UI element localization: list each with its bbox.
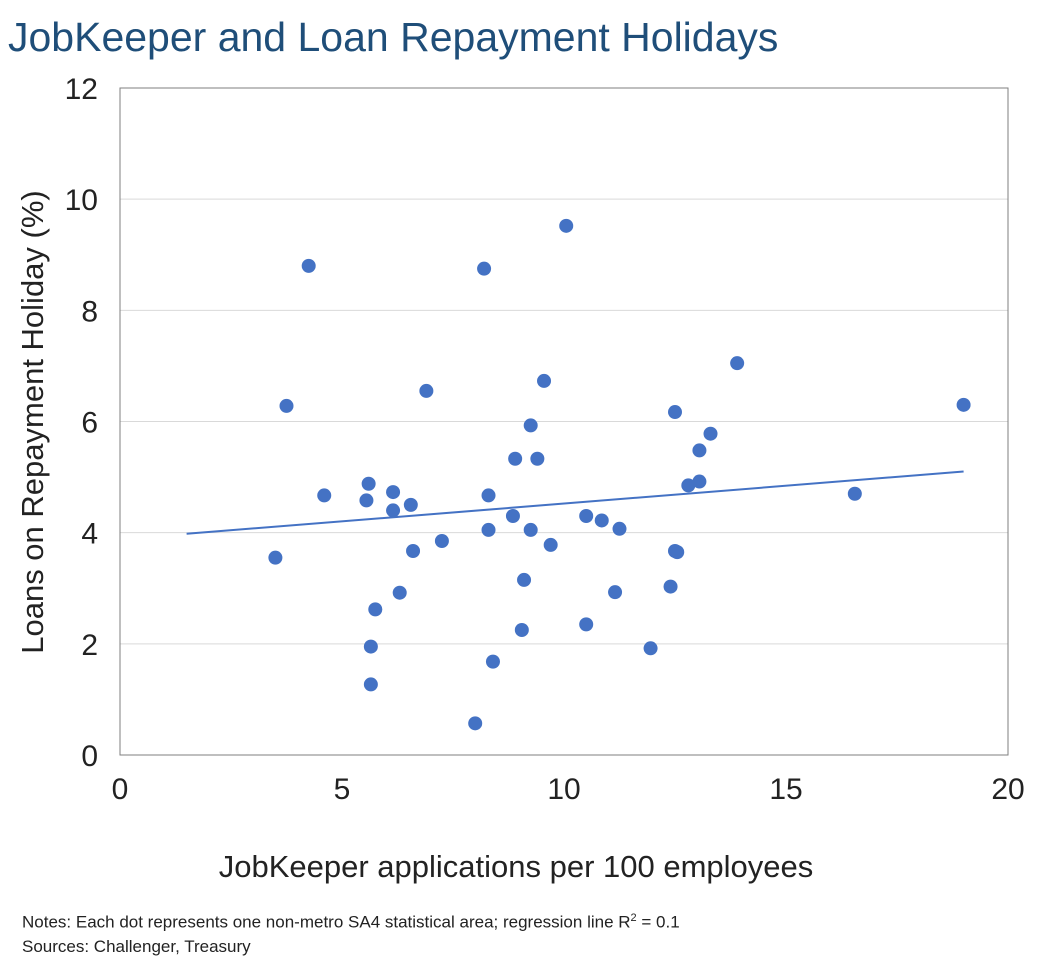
data-point <box>537 373 552 388</box>
y-tick-label: 2 <box>81 629 98 662</box>
x-tick-label: 5 <box>334 773 351 806</box>
data-point <box>386 503 401 518</box>
notes-text: Notes: Each dot represents one non-metro… <box>22 912 631 932</box>
y-tick-label: 10 <box>65 184 98 217</box>
data-point <box>681 478 696 493</box>
x-axis-label: JobKeeper applications per 100 employees <box>219 849 814 884</box>
chart-notes: Notes: Each dot represents one non-metro… <box>22 906 680 959</box>
data-point <box>392 585 407 600</box>
data-point <box>612 521 627 536</box>
data-point <box>663 579 678 594</box>
data-point <box>703 426 718 441</box>
chart-title: JobKeeper and Loan Repayment Holidays <box>8 14 779 60</box>
data-point <box>692 474 707 489</box>
data-point <box>434 534 449 549</box>
x-tick-label: 20 <box>991 773 1024 806</box>
points-layer <box>268 218 971 731</box>
data-point <box>847 486 862 501</box>
data-point <box>579 508 594 523</box>
data-point <box>670 545 685 560</box>
data-point <box>368 602 383 617</box>
sources-line: Sources: Challenger, Treasury <box>22 936 251 956</box>
data-point <box>363 639 378 654</box>
y-tick-label: 6 <box>81 407 98 440</box>
data-point <box>543 537 558 552</box>
data-point <box>363 677 378 692</box>
data-point <box>419 383 434 398</box>
data-point <box>481 522 496 537</box>
notes-text-end: = 0.1 <box>636 912 680 932</box>
notes-superscript: 2 <box>630 912 637 924</box>
data-point <box>668 405 682 420</box>
scatter-chart: 0 2 4 6 8 10 12 0 5 10 15 20 JobKeeper applications… <box>15 73 1025 884</box>
data-point <box>505 508 520 523</box>
data-point <box>485 654 500 669</box>
y-tick-label: 8 <box>81 295 98 328</box>
data-point <box>530 451 545 466</box>
data-point <box>559 218 574 233</box>
data-point <box>268 550 283 565</box>
data-point <box>956 397 971 412</box>
data-point <box>468 716 483 731</box>
data-point <box>594 513 609 528</box>
regression-layer <box>186 470 964 535</box>
data-point <box>523 522 538 537</box>
data-point <box>359 493 374 508</box>
data-point <box>403 497 418 512</box>
data-point <box>279 398 294 413</box>
x-tick-label: 0 <box>112 773 129 806</box>
notes-line: Notes: Each dot represents one non-metro… <box>22 906 680 935</box>
data-point <box>477 261 492 276</box>
y-tick-label: 0 <box>81 740 98 773</box>
tick-layer: 0 2 4 6 8 10 12 0 5 10 15 20 <box>65 73 1025 806</box>
data-point <box>514 622 529 637</box>
data-point <box>386 485 401 500</box>
data-point <box>643 641 658 656</box>
y-axis-label: Loans on Repayment Holiday (%) <box>15 190 50 654</box>
data-point <box>317 488 332 503</box>
data-point <box>481 488 496 503</box>
data-point <box>406 544 421 559</box>
data-point <box>361 476 376 491</box>
data-point <box>508 451 523 466</box>
y-tick-label: 4 <box>81 518 98 551</box>
y-tick-label: 12 <box>65 73 98 106</box>
x-tick-label: 15 <box>769 773 802 806</box>
data-point <box>730 356 745 371</box>
plot-frame <box>119 87 1009 756</box>
regression-line <box>186 470 964 535</box>
data-point <box>301 258 316 273</box>
grid-layer <box>120 198 1008 645</box>
data-point <box>692 443 707 458</box>
data-point <box>523 418 538 433</box>
x-tick-label: 10 <box>547 773 580 806</box>
data-point <box>608 585 623 600</box>
data-point <box>579 617 594 632</box>
data-point <box>517 572 532 587</box>
